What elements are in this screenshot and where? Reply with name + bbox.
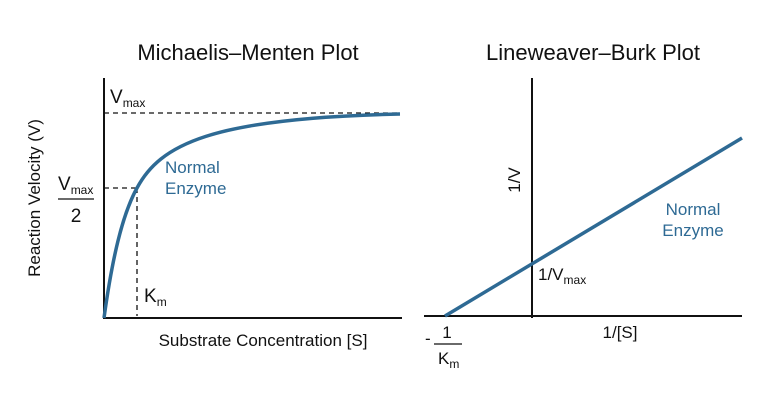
km-main: K [144, 286, 157, 307]
half-vmax-num: Vmax [58, 174, 93, 197]
y-label: 1/V [505, 167, 524, 193]
y-intercept-sub: max [564, 273, 587, 287]
x-intercept-sub: m [449, 357, 459, 371]
mm-curve [102, 112, 401, 319]
x-intercept-sign: - [425, 329, 431, 348]
lb-line [444, 136, 743, 318]
y-label: Reaction Velocity (V) [25, 119, 44, 277]
km-sub: m [157, 295, 167, 309]
half-vmax-main: V [58, 174, 71, 195]
line-label-1: Normal [666, 200, 721, 219]
right-title: Lineweaver–Burk Plot [486, 40, 700, 65]
half-vmax-den: 2 [71, 206, 82, 227]
line-label-2: Enzyme [662, 221, 723, 240]
vmax-main: V [110, 87, 123, 108]
y-intercept-label: 1/Vmax [538, 265, 586, 287]
vmax-sub: max [123, 96, 146, 110]
km-label: Km [144, 286, 167, 309]
left-title: Michaelis–Menten Plot [137, 40, 358, 65]
x-intercept-den: Km [438, 349, 459, 371]
x-label: Substrate Concentration [S] [159, 331, 368, 350]
curve-label-1: Normal [165, 158, 220, 177]
vmax-label: Vmax [110, 87, 145, 110]
x-label: 1/[S] [603, 323, 638, 342]
x-intercept-num: 1 [442, 323, 451, 342]
curve-label-2: Enzyme [165, 179, 226, 198]
half-vmax-sub: max [71, 183, 94, 197]
y-intercept-main: 1/V [538, 265, 564, 284]
x-intercept-main: K [438, 349, 450, 368]
